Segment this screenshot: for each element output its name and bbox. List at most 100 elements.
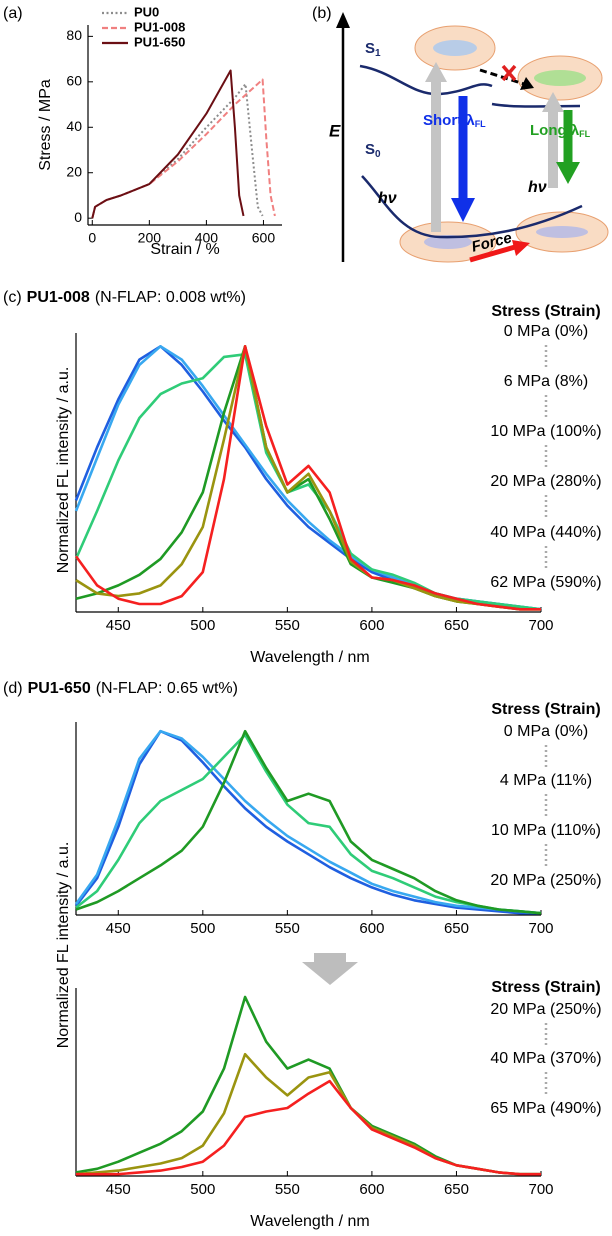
- legend-label: 4 MPa (11%): [500, 772, 592, 789]
- molecule: [536, 226, 588, 238]
- x-axis-label: Wavelength / nm: [250, 1213, 369, 1230]
- panel-title: (a): [3, 5, 23, 22]
- molecule: [534, 70, 586, 86]
- chart-subtitle: (N-FLAP: 0.65 wt%): [96, 680, 238, 697]
- legend-label: 20 MPa (250%): [490, 1001, 601, 1018]
- blocked-mark: [501, 64, 517, 82]
- legend-label: 40 MPa (440%): [490, 524, 601, 541]
- short-label: Short λ: [423, 112, 475, 129]
- x-tick-label: 700: [528, 617, 553, 634]
- transition-arrow: [302, 953, 358, 985]
- s1-label: S1: [365, 40, 381, 59]
- s0-label: S0: [365, 141, 381, 160]
- arrowhead: [336, 12, 350, 28]
- series-line: [75, 733, 542, 915]
- series-line: [75, 345, 541, 611]
- long-label: Long λ: [530, 122, 580, 139]
- panel-label: (b): [312, 5, 332, 22]
- energy-label: E: [329, 121, 341, 140]
- series-line: [74, 345, 541, 611]
- excitation-label: hν: [528, 179, 547, 196]
- legend-label: 40 MPa (370%): [490, 1050, 601, 1067]
- legend-label: 20 MPa (280%): [490, 473, 601, 490]
- y-tick-label: 20: [66, 163, 82, 179]
- legend-label: PU0: [134, 4, 159, 19]
- panel-title: (c) PU1-008 (N-FLAP: 0.008 wt%): [3, 289, 246, 306]
- legend-label: 0 MPa (0%): [504, 323, 588, 340]
- arrowhead: [451, 198, 475, 222]
- legend-title: Stress (Strain): [491, 979, 600, 996]
- x-tick-label: 650: [444, 1181, 469, 1198]
- x-axis-label: Strain / %: [150, 241, 219, 258]
- chart: 450 500 550 600 650 700 Normalized FL intensit…: [3, 680, 602, 1048]
- series-line: [75, 1052, 541, 1176]
- chart: 450 500 550 600 650 700 Wavelength / nm Normali…: [3, 289, 602, 666]
- arrowhead: [520, 77, 534, 90]
- legend-label: 20 MPa (250%): [490, 872, 601, 889]
- x-tick-label: 500: [190, 920, 215, 937]
- x-tick-label: 450: [106, 1181, 131, 1198]
- chart-subtitle: (N-FLAP: 0.008 wt%): [95, 289, 246, 306]
- legend-label: 62 MPa (590%): [490, 574, 601, 591]
- s1-curve: [491, 102, 581, 108]
- series-line: [74, 729, 542, 915]
- short-subscript: FL: [475, 119, 486, 129]
- arrowhead: [512, 240, 530, 256]
- panel-label: (c): [3, 289, 22, 306]
- s0-subscript: 0: [375, 149, 381, 160]
- x-tick-label: 500: [190, 1181, 215, 1198]
- arrowhead: [542, 92, 564, 112]
- y-axis-label: Normalized FL intensity / a.u.: [55, 842, 72, 1049]
- legend-label: 10 MPa (110%): [491, 822, 601, 839]
- x-tick-label: 550: [275, 1181, 300, 1198]
- y-tick-label: 60: [66, 73, 82, 89]
- x-tick-label: 700: [528, 920, 553, 937]
- x-axis-label: Wavelength / nm: [250, 649, 369, 666]
- legend-label: PU1-008: [134, 19, 185, 34]
- legend-label: 0 MPa (0%): [504, 723, 588, 740]
- x-tick-label: 550: [275, 920, 300, 937]
- arrowhead: [425, 62, 447, 82]
- x-tick-label: 450: [106, 920, 131, 937]
- s0-label: S: [365, 141, 375, 158]
- panel-label: (d): [3, 680, 23, 697]
- force-arrow: [469, 244, 516, 263]
- panel-title: (d) PU1-650 (N-FLAP: 0.65 wt%): [3, 680, 238, 697]
- legend-label: 65 MPa (490%): [490, 1100, 601, 1117]
- x-tick-label: 400: [195, 230, 219, 246]
- excitation-label: hν: [378, 190, 397, 207]
- y-tick-label: 40: [66, 118, 82, 134]
- series-line: [76, 1079, 541, 1176]
- y-axis-label: Stress / MPa: [37, 79, 54, 171]
- blocked-arrow: [479, 68, 525, 86]
- long-wavelength-label: Long λFL: [530, 122, 591, 139]
- legend-label: PU1-650: [134, 34, 185, 49]
- y-tick-label: 80: [66, 27, 82, 43]
- series-line: [75, 729, 542, 915]
- chart: 0 200 400 600 0 20 40 60 80 Strain / % Stress / MP…: [3, 4, 282, 258]
- x-tick-label: 600: [359, 617, 384, 634]
- x-tick-label: 600: [359, 920, 384, 937]
- panel-label: (a): [3, 5, 23, 22]
- s1-curve: [359, 64, 493, 96]
- x-tick-label: 200: [138, 230, 162, 246]
- chart: 450 500 550 600 650 700 Wavelength / nm Stress …: [75, 979, 602, 1230]
- x-tick-label: 700: [528, 1181, 553, 1198]
- x-tick-label: 500: [190, 617, 215, 634]
- x-tick-label: 650: [444, 920, 469, 937]
- chart-title: PU1-008: [27, 289, 90, 306]
- x-tick-label: 0: [88, 230, 96, 246]
- x-tick-label: 550: [275, 617, 300, 634]
- molecule: [433, 40, 477, 56]
- short-wavelength-label: Short λFL: [423, 112, 486, 129]
- y-tick-label: 0: [74, 209, 82, 225]
- legend-label: 10 MPa (100%): [490, 423, 601, 440]
- x-tick-label: 450: [106, 617, 131, 634]
- arrowhead: [556, 162, 580, 184]
- s1-subscript: 1: [375, 48, 381, 59]
- s0-curve: [361, 175, 583, 239]
- long-subscript: FL: [579, 129, 590, 139]
- diagram: (b) E S1 S0 hν hν Short λFL Long λFL F: [312, 5, 609, 263]
- series-line: [75, 995, 541, 1176]
